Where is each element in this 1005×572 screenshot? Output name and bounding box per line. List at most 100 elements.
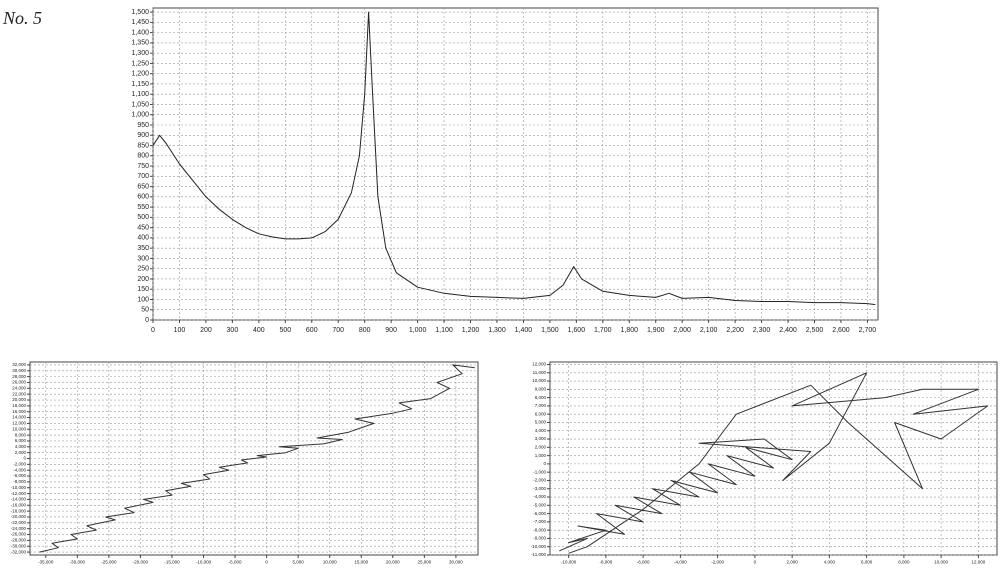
y-tick-label: 4,000 xyxy=(535,428,547,433)
x-tick-label: 800 xyxy=(359,327,371,334)
figure-label: No. 5 xyxy=(2,8,42,28)
y-tick-label: 24,000 xyxy=(12,386,26,391)
y-tick-label: -9,000 xyxy=(533,536,546,541)
y-tick-label: -14,000 xyxy=(11,497,27,502)
y-tick-label: 14,000 xyxy=(12,415,26,420)
y-tick-label: -24,000 xyxy=(11,526,27,531)
x-tick-label: -25,000 xyxy=(101,560,117,565)
y-tick-label: -3,000 xyxy=(533,486,546,491)
x-tick-label: -5,000 xyxy=(229,560,242,565)
y-tick-label: 0 xyxy=(543,461,546,466)
y-tick-label: 32,000 xyxy=(12,362,26,367)
x-tick-label: 2,000 xyxy=(786,560,798,565)
y-tick-label: 5,000 xyxy=(535,420,547,425)
y-tick-label: 700 xyxy=(137,173,149,180)
y-tick-label: 150 xyxy=(137,286,149,293)
x-tick-label: -20,000 xyxy=(133,560,149,565)
x-tick-label: 1,000 xyxy=(409,327,427,334)
y-tick-label: 1,100 xyxy=(131,91,149,98)
data-line xyxy=(152,11,876,306)
x-tick-label: 1,300 xyxy=(488,327,506,334)
y-tick-label: 900 xyxy=(137,132,149,139)
y-tick-label: -10,000 xyxy=(531,544,547,549)
x-tick-label: 0 xyxy=(151,327,155,334)
y-tick-label: 100 xyxy=(137,296,149,303)
y-tick-label: 1,050 xyxy=(131,101,149,108)
y-tick-label: -2,000 xyxy=(13,462,26,467)
x-tick-label: 1,200 xyxy=(462,327,480,334)
y-tick-label: -11,000 xyxy=(531,552,546,557)
y-tick-label: -20,000 xyxy=(11,514,27,519)
plot-area xyxy=(152,7,879,321)
y-tick-label: -2,000 xyxy=(533,478,546,483)
y-tick-label: 9,000 xyxy=(535,387,547,392)
x-tick-label: 5,000 xyxy=(293,560,305,565)
y-tick-label: -16,000 xyxy=(11,502,27,507)
y-tick-label: 1,150 xyxy=(131,81,149,88)
y-tick-label: 950 xyxy=(137,122,149,129)
y-tick-label: 12,000 xyxy=(12,421,26,426)
x-tick-label: 25,000 xyxy=(417,560,431,565)
x-tick-label: -15,000 xyxy=(164,560,180,565)
y-tick-label: -5,000 xyxy=(533,502,546,507)
y-tick-label: -4,000 xyxy=(533,494,546,499)
data-line xyxy=(559,372,989,554)
x-tick-label: 1,400 xyxy=(515,327,533,334)
x-tick-label: 2,000 xyxy=(673,327,691,334)
y-tick-label: 2,000 xyxy=(15,450,27,455)
x-tick-label: -6,000 xyxy=(637,560,650,565)
y-tick-label: -32,000 xyxy=(11,549,27,554)
x-tick-label: 1,100 xyxy=(435,327,453,334)
y-tick-label: 350 xyxy=(137,245,149,252)
y-tick-label: 1,000 xyxy=(131,112,149,119)
y-tick-label: 1,350 xyxy=(131,40,149,47)
plot-area xyxy=(549,361,998,556)
y-tick-label: 1,250 xyxy=(131,60,149,67)
x-tick-label: 0 xyxy=(265,560,268,565)
y-tick-label: 22,000 xyxy=(12,391,26,396)
y-tick-label: -26,000 xyxy=(11,532,27,537)
y-tick-label: -10,000 xyxy=(11,485,27,490)
x-tick-label: 12,000 xyxy=(971,560,985,565)
x-tick-label: 700 xyxy=(332,327,344,334)
x-tick-label: 1,600 xyxy=(568,327,586,334)
y-tick-label: 20,000 xyxy=(12,397,26,402)
y-tick-label: -4,000 xyxy=(13,467,26,472)
y-tick-label: 1,300 xyxy=(131,50,149,57)
x-tick-label: 500 xyxy=(279,327,291,334)
x-tick-label: 2,700 xyxy=(859,327,877,334)
y-tick-label: 7,000 xyxy=(535,403,547,408)
y-tick-label: 10,000 xyxy=(532,378,546,383)
y-tick-label: 0 xyxy=(145,317,149,324)
x-tick-label: 10,000 xyxy=(934,560,948,565)
y-tick-label: 1,400 xyxy=(131,29,149,36)
x-tick-label: 1,700 xyxy=(594,327,612,334)
y-tick-label: 28,000 xyxy=(12,374,26,379)
x-tick-label: 4,000 xyxy=(824,560,836,565)
y-tick-label: 18,000 xyxy=(12,403,26,408)
x-tick-label: 15,000 xyxy=(354,560,368,565)
y-tick-label: 1,500 xyxy=(131,9,149,16)
x-tick-label: -4,000 xyxy=(674,560,687,565)
y-tick-label: 450 xyxy=(137,224,149,231)
y-tick-label: 2,000 xyxy=(535,445,547,450)
y-tick-label: 10,000 xyxy=(12,426,26,431)
x-tick-label: 6,000 xyxy=(861,560,873,565)
y-tick-label: 4,000 xyxy=(15,444,27,449)
y-tick-label: 250 xyxy=(137,266,149,273)
y-tick-label: 3,000 xyxy=(535,436,547,441)
x-tick-label: 1,800 xyxy=(621,327,639,334)
y-tick-label: -7,000 xyxy=(533,519,546,524)
y-tick-label: 26,000 xyxy=(12,380,26,385)
y-tick-label: 50 xyxy=(141,307,149,314)
x-tick-label: 900 xyxy=(385,327,397,334)
y-tick-label: 800 xyxy=(137,153,149,160)
y-tick-label: 8,000 xyxy=(535,395,547,400)
y-tick-label: -6,000 xyxy=(533,511,546,516)
x-tick-label: 200 xyxy=(200,327,212,334)
x-tick-label: 1,900 xyxy=(647,327,665,334)
x-tick-label: 2,100 xyxy=(700,327,718,334)
x-tick-label: 400 xyxy=(253,327,265,334)
x-tick-label: -30,000 xyxy=(70,560,86,565)
